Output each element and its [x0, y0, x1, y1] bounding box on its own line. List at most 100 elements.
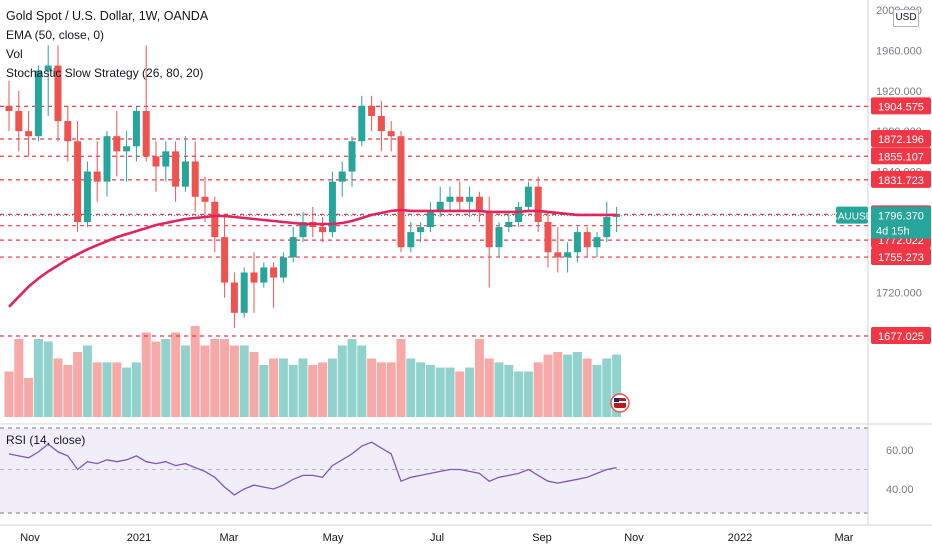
- indicator-vol[interactable]: Vol: [6, 47, 23, 61]
- candle-body: [387, 131, 395, 137]
- volume-bar: [220, 339, 230, 417]
- volume-bar: [112, 362, 122, 417]
- rsi-line: [8, 441, 617, 496]
- price-level-text: 1677.025: [878, 331, 924, 343]
- volume-bar: [455, 371, 465, 417]
- price-level-tag: [871, 170, 931, 188]
- candle-body: [505, 222, 513, 228]
- time-axis[interactable]: Nov 2021 Mar May Jul Sep Nov 2022 Mar: [20, 532, 854, 544]
- chart-legend: Gold Spot / U.S. Dollar, 1W, OANDA EMA (…: [6, 7, 208, 83]
- candle-body: [172, 151, 180, 187]
- candle-body: [152, 156, 160, 167]
- volume-bar: [298, 358, 308, 417]
- symbol-tag-text: XAUUSD: [831, 212, 873, 223]
- rsi-polyline: [8, 441, 617, 496]
- volume-bar: [141, 332, 151, 417]
- candle-body: [446, 196, 454, 202]
- time-tick-label: Mar: [220, 532, 239, 544]
- candle-body: [221, 237, 229, 283]
- volume-bar: [504, 365, 514, 417]
- candle-body: [142, 110, 150, 157]
- price-level-text: 1855.107: [878, 151, 924, 163]
- volume-bar: [474, 339, 484, 417]
- volume-bar: [612, 354, 622, 417]
- candle-body: [593, 237, 601, 248]
- candle-body: [83, 171, 91, 222]
- volume-bar: [376, 362, 386, 417]
- volume-bar: [582, 358, 592, 417]
- volume-bar: [43, 341, 53, 417]
- time-tick-label: 2022: [728, 532, 752, 544]
- current-price-tag: [871, 206, 931, 239]
- price-tick-label: 1960.000: [876, 45, 922, 57]
- candle-body: [534, 186, 542, 222]
- volume-bar: [180, 345, 190, 417]
- volume-bar: [416, 362, 426, 417]
- volume-bar: [337, 345, 347, 417]
- rsi-indicator-label[interactable]: RSI (14, close): [6, 433, 86, 447]
- price-level-labels: 1904.5751872.1961855.1071831.7231797.545…: [831, 97, 931, 345]
- indicator-stochastic[interactable]: Stochastic Slow Strategy (26, 80, 20): [6, 66, 204, 80]
- volume-bar: [327, 358, 337, 417]
- candle-body: [64, 121, 72, 142]
- volume-bar: [347, 339, 357, 417]
- volume-bar: [190, 326, 200, 417]
- time-tick-label: May: [323, 532, 344, 544]
- candle-body: [299, 222, 307, 238]
- rsi-tick-label: 60.00: [886, 445, 914, 457]
- candle-body: [358, 105, 366, 142]
- volume-bar: [553, 352, 563, 417]
- candle-body: [397, 136, 405, 248]
- price-levels: [0, 105, 868, 337]
- volume-bar: [494, 362, 504, 417]
- candle-body: [407, 232, 415, 248]
- volume-bar: [572, 352, 582, 417]
- currency-badge[interactable]: USD: [893, 9, 919, 27]
- earnings-flag-icon[interactable]: [610, 393, 630, 413]
- volume-bar: [406, 358, 416, 417]
- volume-bar: [514, 371, 524, 417]
- candle-body: [485, 211, 493, 248]
- candle-body: [466, 196, 474, 202]
- candle-body: [573, 232, 581, 253]
- time-tick-label: Nov: [20, 532, 40, 544]
- candle-body: [368, 105, 376, 117]
- candle-body: [211, 201, 219, 238]
- volume-bar: [523, 371, 533, 417]
- price-level-text: 1831.723: [878, 175, 924, 187]
- price-level-tag: [871, 97, 931, 115]
- ema-line: [8, 208, 617, 308]
- candle-body: [181, 161, 189, 187]
- volume-bar: [200, 345, 210, 417]
- volume-bar: [602, 358, 612, 417]
- volume-bar: [318, 362, 328, 417]
- chart-title[interactable]: Gold Spot / U.S. Dollar, 1W, OANDA: [6, 9, 209, 23]
- time-tick-label: Sep: [532, 532, 552, 544]
- volume-bar: [229, 345, 239, 417]
- volume-bar: [249, 352, 259, 417]
- candle-body: [348, 141, 356, 172]
- price-level-text: 1904.575: [878, 101, 924, 113]
- volume-bar: [543, 354, 553, 417]
- candle-body: [495, 227, 503, 248]
- volume-bar: [122, 367, 132, 417]
- candle-body: [191, 161, 199, 197]
- volume-bar: [73, 352, 83, 417]
- candle-body: [289, 237, 297, 258]
- candle-body: [74, 141, 82, 222]
- time-tick-label: Jul: [430, 532, 444, 544]
- indicator-ema[interactable]: EMA (50, close, 0): [6, 28, 105, 42]
- volume-bar: [102, 362, 112, 417]
- volume-bars: [4, 326, 622, 417]
- candle-body: [34, 70, 42, 137]
- candle-body: [554, 252, 562, 258]
- price-level-text: 1755.273: [878, 252, 924, 264]
- price-level-tag: [871, 130, 931, 148]
- volume-bar: [533, 362, 543, 417]
- symbol-tag: [836, 206, 868, 224]
- volume-bar: [269, 358, 279, 417]
- volume-bar: [278, 358, 288, 417]
- candle-body: [123, 146, 131, 152]
- flag-canton: [614, 398, 619, 402]
